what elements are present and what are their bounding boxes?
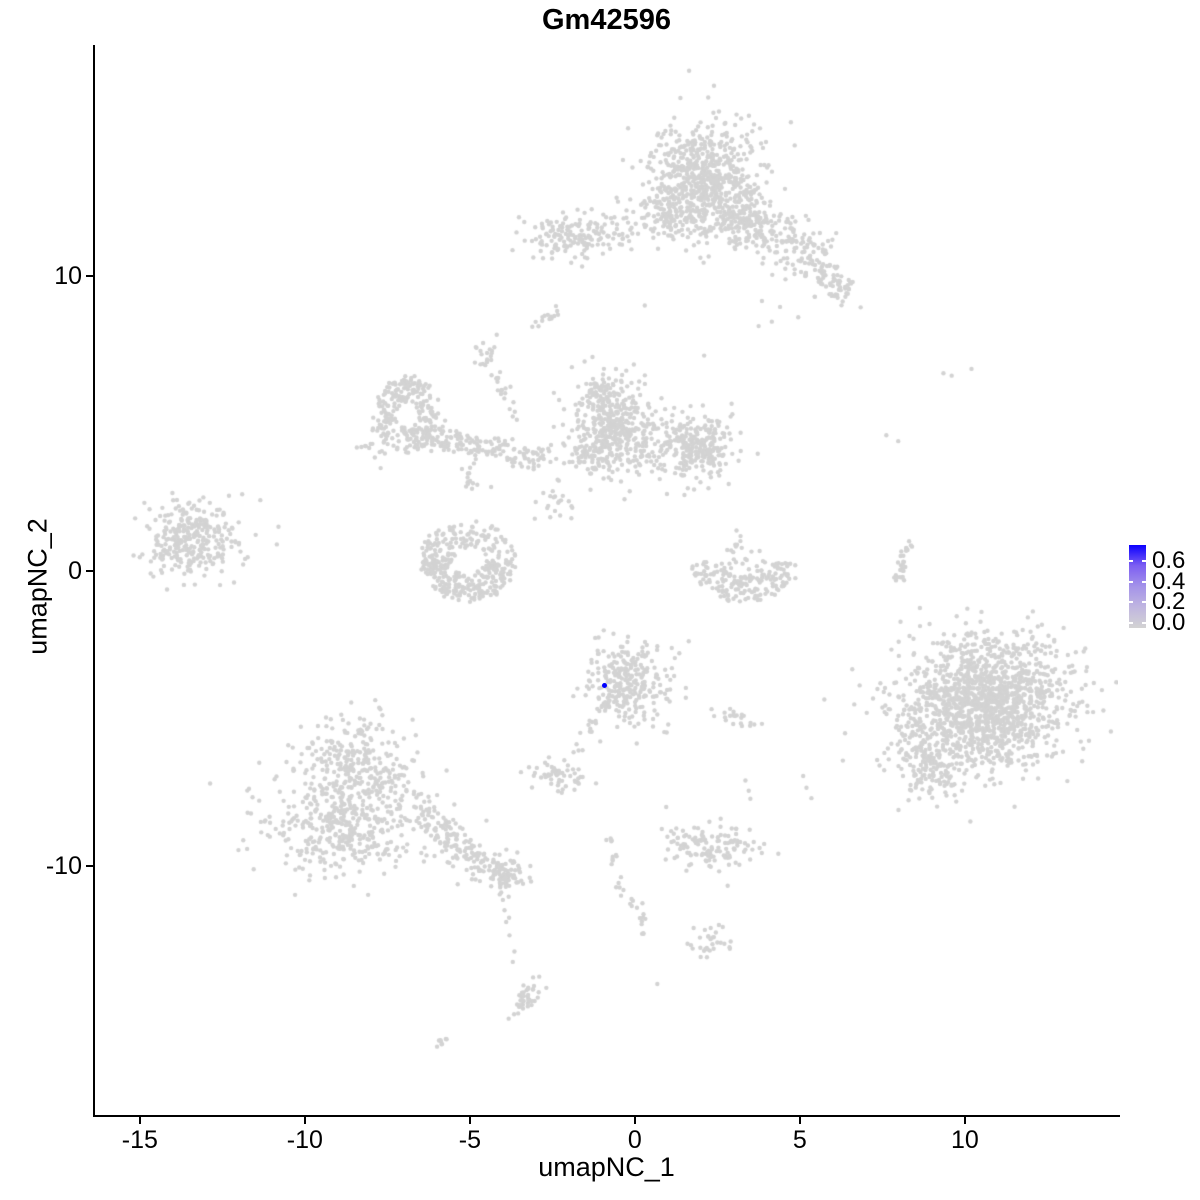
legend-label: 0.2 [1152, 588, 1186, 615]
legend-tick-mark [1142, 601, 1146, 603]
highlighted-cell-point [601, 682, 607, 688]
x-axis-tick-label: 0 [627, 1126, 642, 1154]
y-axis-tick-mark [85, 864, 93, 868]
x-axis-tick-mark [138, 1116, 142, 1124]
x-axis-tick-label: 5 [792, 1126, 807, 1154]
x-axis-tick-label: -5 [458, 1126, 481, 1154]
plot-panel [95, 47, 1118, 1115]
x-axis-title: umapNC_1 [538, 1152, 675, 1182]
x-axis-tick-mark [963, 1116, 967, 1124]
scatter-points-canvas [95, 47, 1118, 1115]
x-axis-tick-label: -15 [121, 1126, 158, 1154]
legend-tick-mark [1129, 560, 1133, 562]
x-axis-tick-label: 10 [950, 1126, 979, 1154]
y-axis-tick-label: 10 [54, 261, 82, 290]
x-axis-tick-label: -10 [286, 1126, 323, 1154]
legend-label: 0.6 [1152, 547, 1186, 574]
legend-tick-mark [1129, 621, 1133, 624]
x-axis-tick-mark [798, 1116, 802, 1124]
legend-tick-mark [1129, 580, 1133, 583]
x-axis-tick-mark [633, 1116, 637, 1124]
y-axis-tick-mark [85, 569, 93, 573]
y-axis-tick-label: -10 [45, 851, 82, 880]
legend-colorbar [1129, 545, 1146, 628]
legend-tick-mark [1129, 601, 1133, 603]
legend-tick-mark [1142, 580, 1146, 583]
x-axis-tick-mark [468, 1116, 472, 1124]
y-axis-tick-label: 0 [68, 556, 82, 585]
legend-label: 0.0 [1152, 608, 1186, 636]
plot-title: Gm42596 [542, 4, 671, 36]
legend-label: 0.4 [1152, 567, 1186, 595]
legend-tick-mark [1142, 560, 1146, 562]
y-axis-title: umapNC_2 [22, 518, 53, 655]
legend-tick-mark [1142, 621, 1146, 624]
x-axis-tick-mark [303, 1116, 307, 1124]
y-axis-tick-mark [85, 274, 93, 278]
